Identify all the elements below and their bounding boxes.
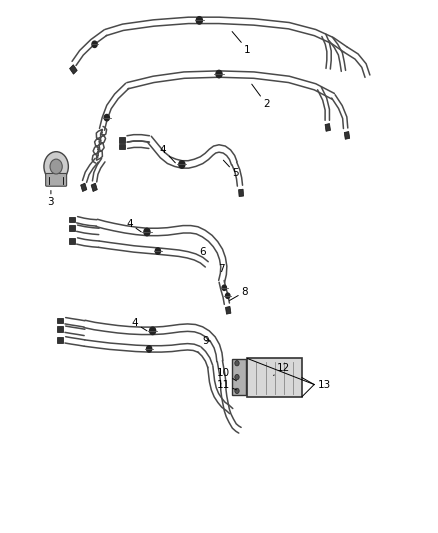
Circle shape [155, 248, 160, 254]
Text: 12: 12 [274, 362, 290, 375]
Polygon shape [81, 183, 87, 191]
Text: 7: 7 [218, 264, 225, 274]
Text: 1: 1 [232, 31, 251, 54]
Polygon shape [226, 306, 231, 314]
Circle shape [144, 228, 150, 236]
Polygon shape [70, 64, 77, 74]
Text: 3: 3 [48, 190, 54, 207]
Circle shape [44, 152, 68, 181]
FancyBboxPatch shape [247, 359, 302, 397]
Polygon shape [69, 238, 75, 244]
Circle shape [235, 361, 239, 366]
Text: 4: 4 [160, 144, 175, 163]
Text: 4: 4 [127, 219, 141, 232]
Text: 10: 10 [217, 368, 237, 381]
Text: 13: 13 [318, 379, 331, 390]
Circle shape [222, 285, 226, 290]
Circle shape [226, 293, 230, 298]
Polygon shape [239, 189, 244, 197]
Text: 2: 2 [252, 84, 269, 109]
Text: 8: 8 [230, 287, 247, 301]
Polygon shape [91, 183, 97, 191]
Polygon shape [69, 225, 75, 231]
Polygon shape [119, 143, 125, 149]
Polygon shape [69, 217, 75, 222]
Circle shape [50, 159, 62, 174]
Polygon shape [325, 124, 331, 131]
FancyBboxPatch shape [232, 359, 246, 395]
Circle shape [196, 17, 202, 24]
FancyBboxPatch shape [46, 173, 67, 186]
Circle shape [147, 346, 152, 352]
Polygon shape [344, 132, 350, 139]
Text: 9: 9 [203, 336, 210, 346]
Text: 5: 5 [223, 160, 239, 179]
Circle shape [235, 374, 239, 379]
Circle shape [92, 41, 97, 47]
Polygon shape [119, 137, 125, 143]
Circle shape [235, 388, 239, 393]
Circle shape [216, 70, 222, 78]
Text: 11: 11 [217, 379, 237, 390]
Polygon shape [57, 318, 63, 324]
Polygon shape [57, 327, 63, 332]
Text: 6: 6 [199, 247, 206, 256]
Polygon shape [57, 337, 63, 343]
Circle shape [179, 161, 185, 168]
Circle shape [150, 327, 155, 335]
Circle shape [104, 115, 110, 121]
Text: 4: 4 [132, 318, 147, 331]
